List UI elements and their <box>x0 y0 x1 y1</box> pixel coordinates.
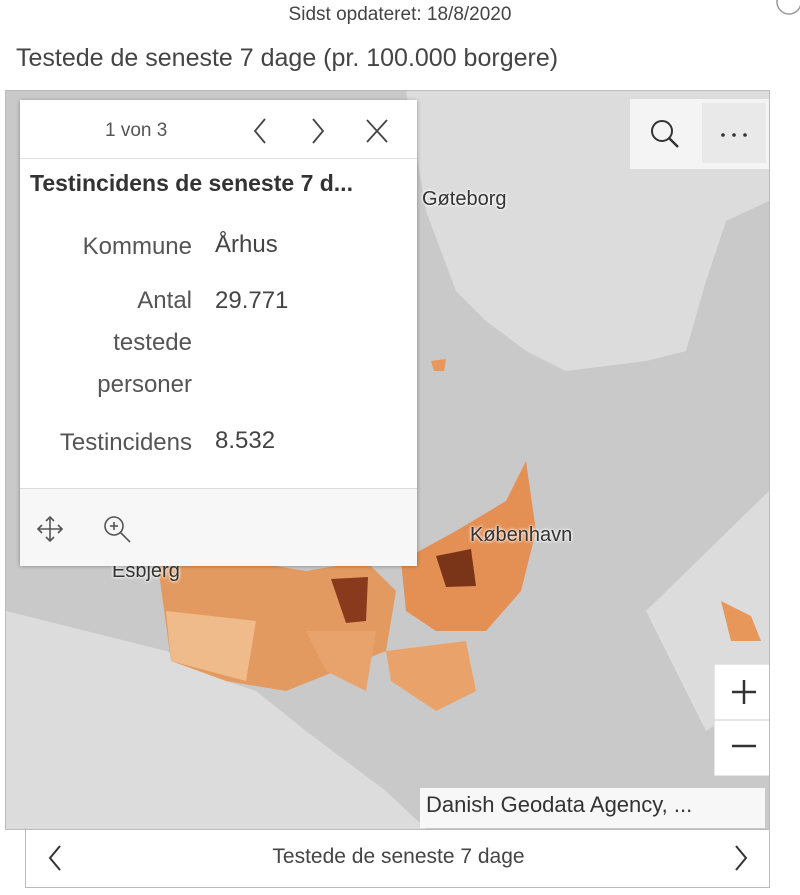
action-icons <box>36 515 131 543</box>
field-label: Antal testede personer <box>97 287 192 398</box>
divider <box>20 158 417 159</box>
popup-pager: 1 von 3 <box>105 120 168 141</box>
popup-title: Testincidens de seneste 7 d... <box>30 170 353 196</box>
next-view[interactable] <box>735 845 748 871</box>
footer-title: Testede de seneste 7 dage <box>272 845 525 868</box>
prev-view[interactable] <box>48 845 61 871</box>
next-button[interactable] <box>312 118 325 144</box>
panel-title: Testede de seneste 7 dage (pr. 100.000 b… <box>16 44 559 72</box>
field-value: 8.532 <box>215 427 276 454</box>
expand-icon[interactable] <box>770 0 800 20</box>
zoom-in[interactable] <box>714 664 770 721</box>
zoom-controls <box>714 664 770 776</box>
popup-nav <box>253 118 388 144</box>
pan-button[interactable] <box>36 515 64 543</box>
attribution: Danish Geodata Agency, ... <box>420 788 765 828</box>
popup: 1 von 3 Testincidens de seneste 7 d... K… <box>20 100 417 566</box>
zoom-to-button[interactable] <box>104 516 131 543</box>
search-button[interactable] <box>651 120 679 148</box>
updated-text: Sidst opdateret: 18/8/2020 <box>288 4 512 25</box>
footer: Testede de seneste 7 dage <box>25 828 770 888</box>
popup-actions <box>20 488 417 566</box>
field-value: Århus <box>215 231 278 258</box>
map-label: København <box>470 524 573 546</box>
more-button[interactable] <box>702 103 766 163</box>
footer-nav <box>48 845 748 871</box>
field-label: Kommune <box>82 233 192 260</box>
map-label: Gøteborg <box>422 188 507 210</box>
close-button[interactable] <box>366 119 388 143</box>
prev-button[interactable] <box>253 118 266 144</box>
field-label: Testincidens <box>59 429 192 456</box>
map-toolbar <box>630 99 769 169</box>
zoom-out[interactable] <box>714 719 770 776</box>
field-value: 29.771 <box>215 287 289 314</box>
